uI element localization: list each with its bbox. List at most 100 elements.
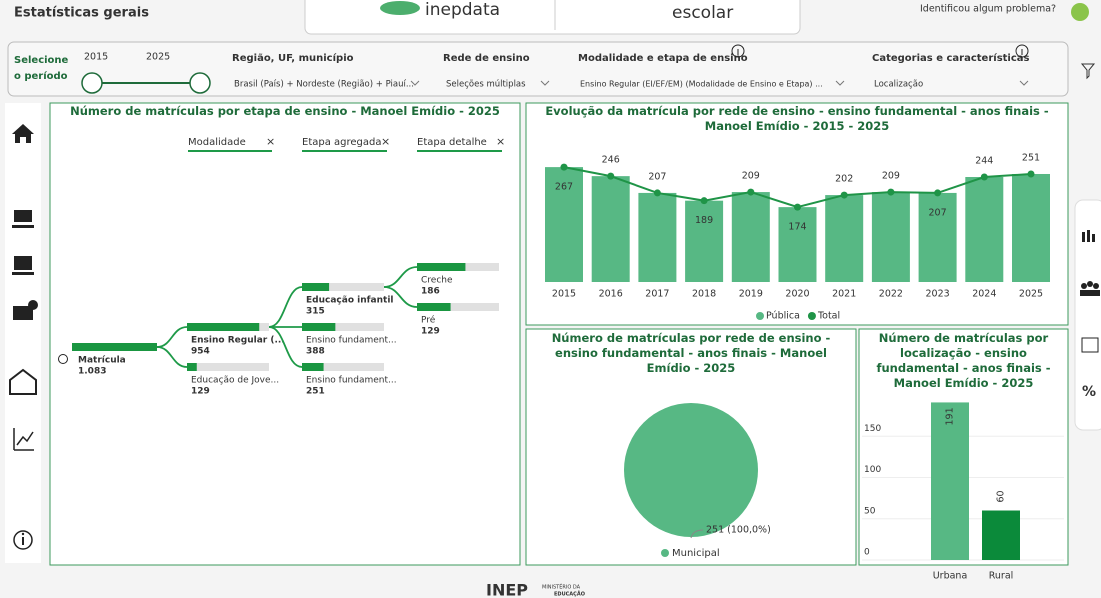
node-label: Educação de Jove... [191,376,279,386]
data-label: 251 [1022,152,1040,163]
feedback-icon[interactable] [1071,3,1089,21]
node-label: Educação infantil [306,296,394,306]
connector [383,286,418,308]
legend-marker [756,312,764,320]
y-tick-label: 50 [864,506,876,516]
node-label: Ensino fundament... [306,336,397,346]
data-label: 207 [929,207,947,218]
node-value: 129 [421,327,440,337]
remove-column[interactable]: × [496,135,505,148]
bar [982,510,1020,560]
logo[interactable]: escolar [672,3,733,23]
connector [156,326,188,348]
bar [638,192,677,282]
remove-column[interactable]: × [266,135,275,148]
line-point [700,197,708,205]
node-value: 129 [191,387,210,397]
data-label: 244 [975,156,993,167]
data-label: 209 [742,171,760,182]
dropdown-value[interactable]: Seleções múltiplas [446,80,526,90]
x-tick-label: 2021 [832,289,856,300]
slider-handle[interactable] [81,72,103,94]
node-bar [187,323,260,331]
x-tick-label: 2015 [552,289,576,300]
filter-label: Rede de ensino [443,53,530,64]
x-tick-label: 2022 [879,289,903,300]
node-value: 388 [306,347,325,357]
x-tick-label: 2024 [972,289,996,300]
data-label: 251 (100,0%) [706,525,771,536]
panels [49,102,1069,566]
bar [918,192,957,282]
panel-title: Número de matrículas por etapa de ensino… [70,104,500,118]
node-track [417,303,499,311]
nav-icons[interactable] [9,124,38,550]
bar [1012,173,1050,282]
node-bar [72,343,157,351]
nav-icons[interactable] [1080,230,1100,353]
bar [965,177,1004,282]
node-label: Pré [421,315,436,326]
filter-label: Modalidade e etapa de ensino [578,53,748,64]
node-label: Creche [421,276,453,286]
line-point [560,163,568,171]
node-track [187,363,269,371]
dropdown-value[interactable]: Localização [874,80,923,90]
node-bar [302,283,330,291]
bar [685,200,724,282]
legend-label: Pública [766,311,800,322]
legend-marker [807,312,816,320]
line-point [887,188,895,196]
node-bar [187,363,197,371]
x-tick-label: 2019 [739,289,763,300]
panel-title: Número de matrículas por localização - e… [876,331,1051,390]
x-tick-label: Rural [989,571,1014,582]
clear-filter-icon[interactable] [1080,63,1096,80]
remove-column[interactable]: × [381,135,390,148]
node-value: 186 [421,287,440,297]
slider-handle[interactable] [189,72,211,94]
line-point [934,189,942,197]
dropdown-value[interactable]: Ensino Regular (EI/EF/EM) (Modalidade de… [580,80,823,89]
line-point [840,191,848,199]
logo-icon [380,1,420,15]
period-end: 2025 [146,52,170,63]
info-icons[interactable] [731,44,1029,58]
x-tick-label: 2016 [599,289,623,300]
legend-label: Total [817,311,840,322]
line-point [607,172,615,180]
data-label: 202 [835,174,853,185]
period-start: 2015 [84,52,108,63]
logo: inepdata [425,0,500,20]
nav-percent[interactable]: % [1082,384,1096,400]
bar [731,192,770,282]
period-label: Selecione o período [14,55,69,82]
node-value: 251 [306,387,325,397]
chevrons [410,80,1029,86]
x-tick-label: 2023 [926,289,950,300]
column-header: Etapa detalhe [417,137,487,148]
filter-label: Região, UF, município [232,52,354,64]
dropdown-value[interactable]: Brasil (País) + Nordeste (Região) + Piau… [234,80,414,90]
bar [778,207,817,282]
data-label: 267 [555,182,573,193]
node-track [302,363,384,371]
node-label: Matrícula [78,356,126,366]
feedback-link[interactable]: Identificou algum problema? [920,4,1056,15]
x-tick-label: 2020 [785,289,809,300]
data-label: 246 [602,155,620,166]
y-tick-label: 0 [864,548,870,558]
x-tick-label: 2017 [645,289,669,300]
bar [545,167,583,282]
data-label: 209 [882,171,900,182]
footer-text: MINISTÉRIO DA [542,583,581,591]
bar [591,176,630,282]
node-label: Ensino Regular (... [191,336,285,346]
data-label: 191 [945,407,956,425]
data-label: 189 [695,215,713,226]
connector [383,266,418,288]
line-point [747,188,755,196]
info-icon[interactable] [58,354,68,364]
